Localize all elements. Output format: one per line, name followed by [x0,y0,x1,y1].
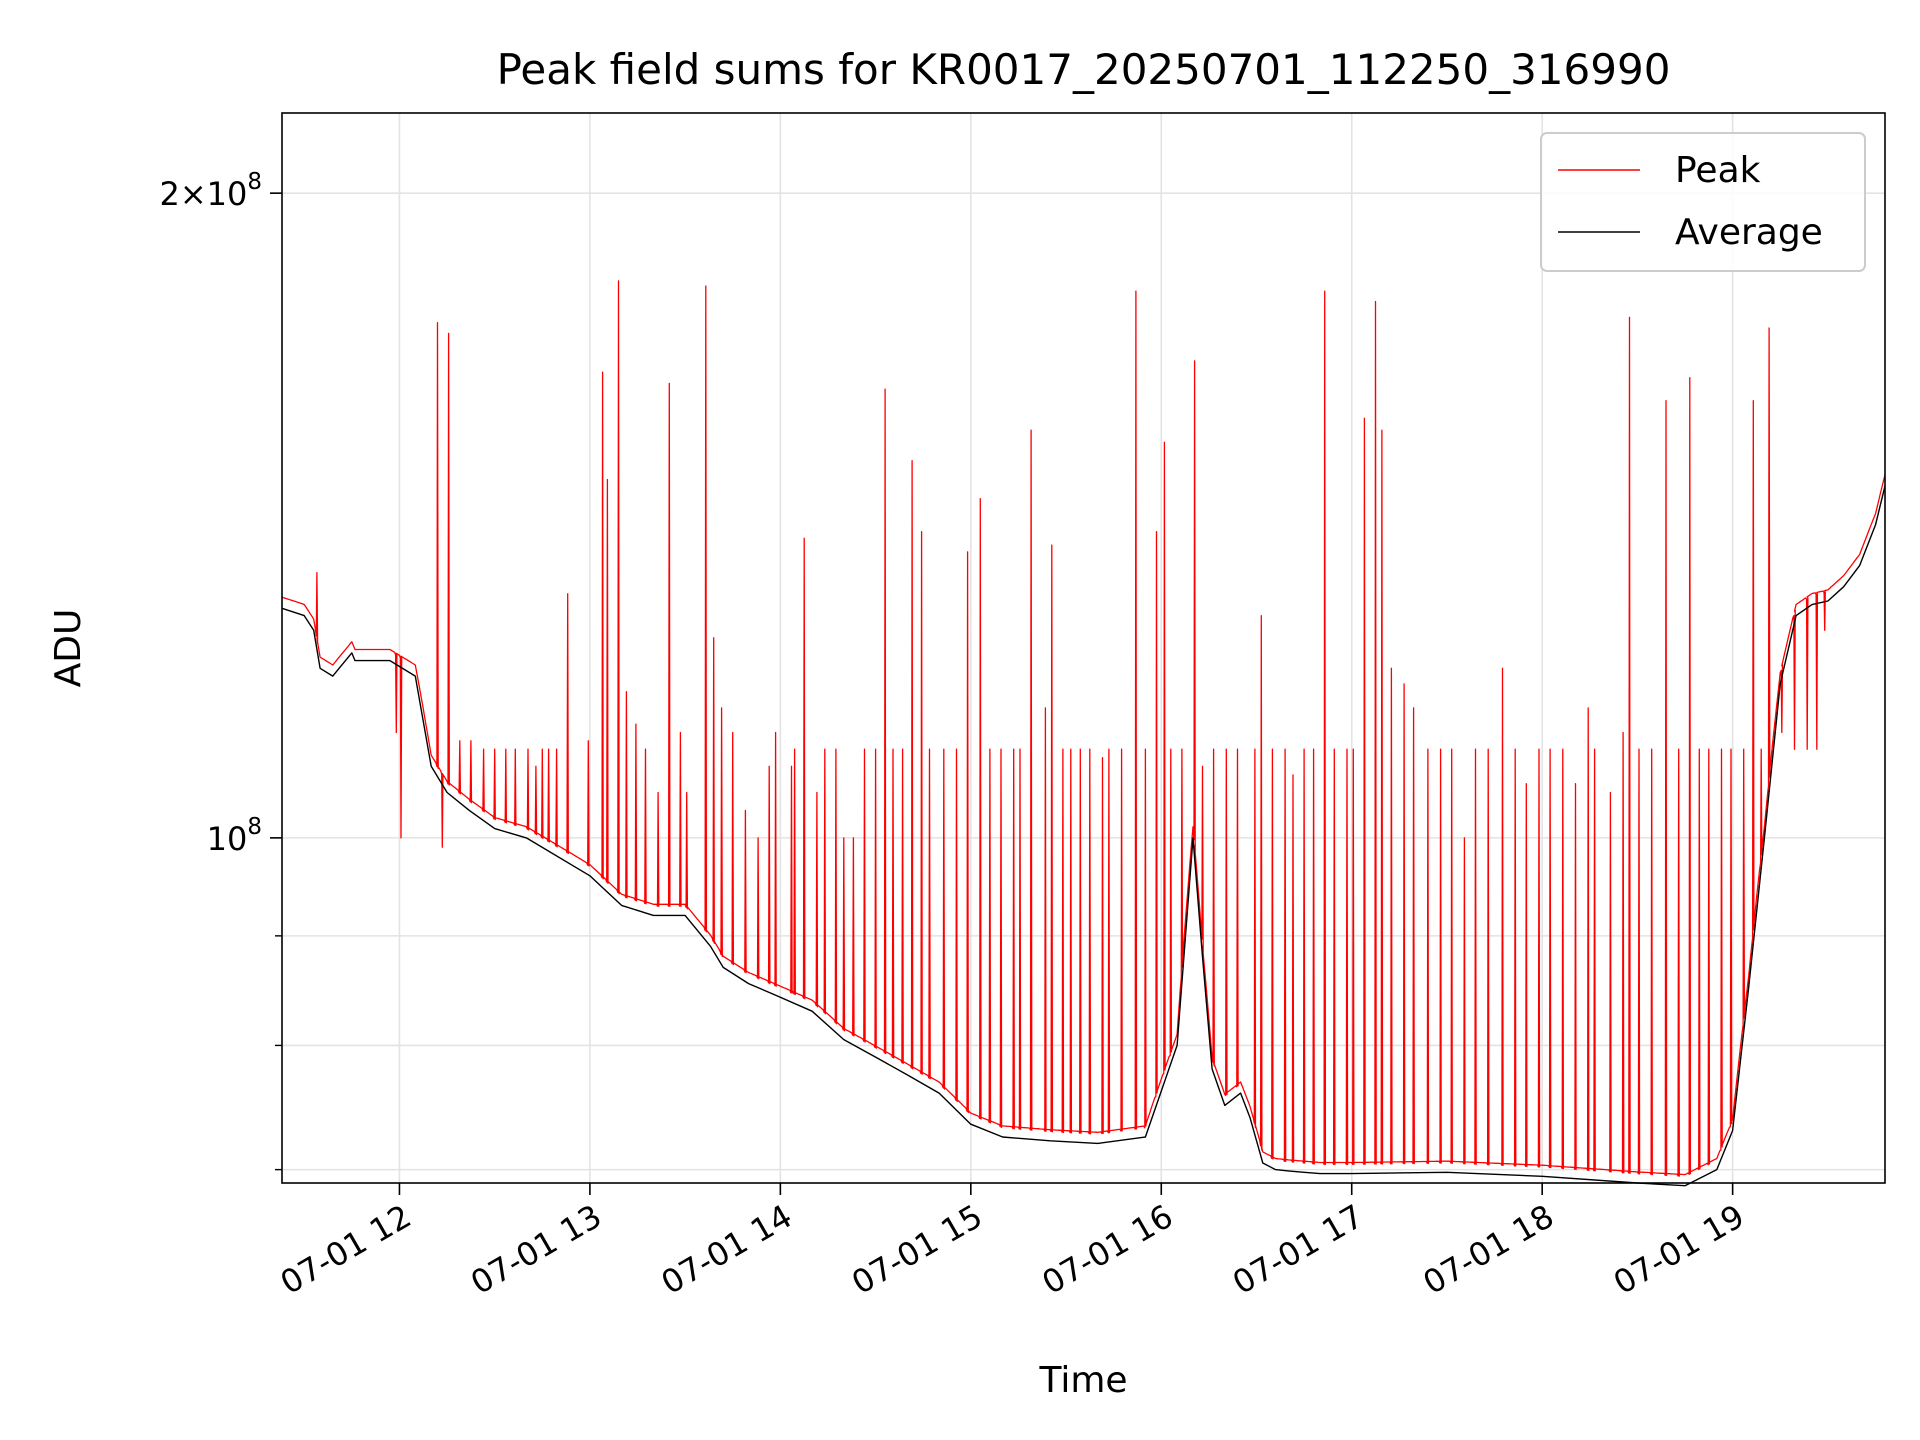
legend: Peak Average [1540,132,1866,272]
series-line-peak [281,280,1886,1177]
y-tick-label: 2×108 [159,169,262,213]
plot-frame [281,112,1886,1184]
y-tick-base: 10 [207,820,248,858]
plot-area [282,113,1885,1183]
y-tick-label: 108 [207,814,262,858]
y-tick-exponent: 8 [247,169,262,195]
legend-box [1540,132,1866,272]
gridlines [282,113,1885,1183]
x-axis-label: Time [1038,1360,1127,1401]
legend-label-average: Average [1675,212,1823,253]
y-tick-mantissa: 2× [159,175,206,213]
y-tick-exponent: 8 [247,814,262,840]
series-layer [281,280,1886,1187]
series-line-average [281,485,1886,1187]
y-tick-base: 10 [207,175,248,213]
legend-label-peak: Peak [1675,150,1761,191]
y-axis-label: ADU [48,609,89,688]
chart-title: Peak field sums for KR0017_20250701_1122… [497,45,1671,94]
